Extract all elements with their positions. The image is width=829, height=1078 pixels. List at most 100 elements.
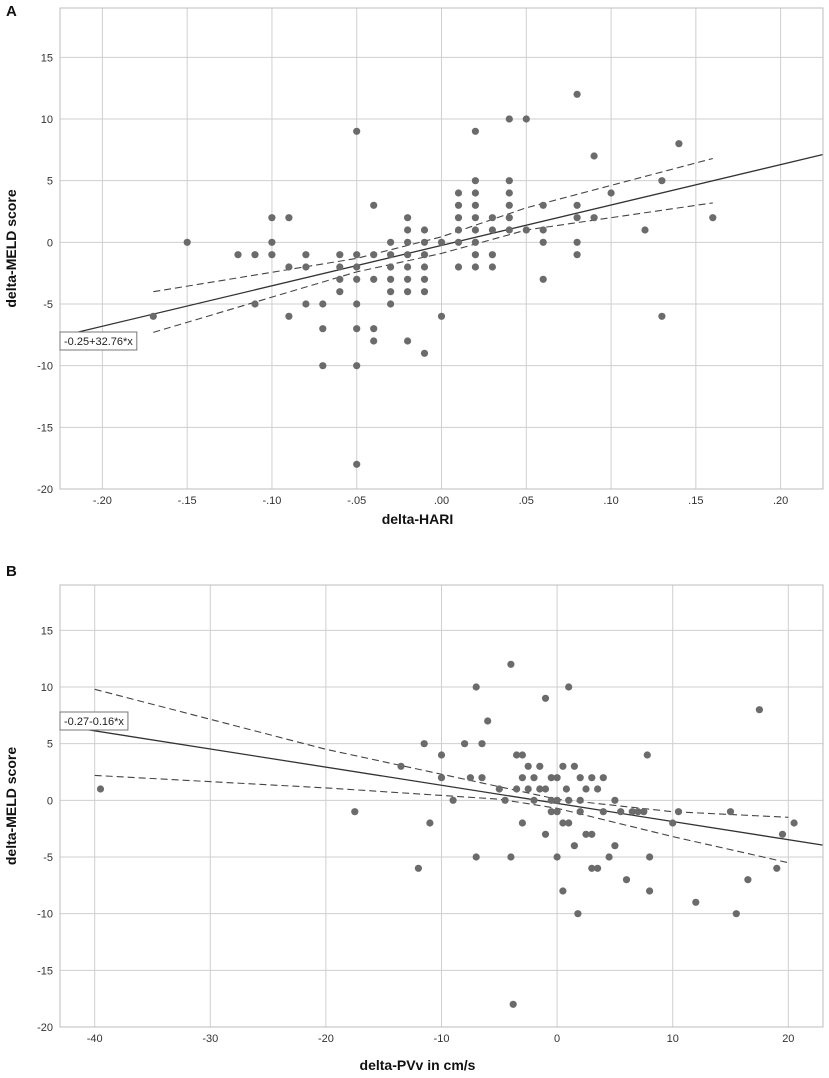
panel-a-x-tick-label-4: .00	[434, 495, 449, 507]
panel-b-x-tick-label-1: -30	[202, 1033, 218, 1045]
panel-a-data-point-43	[404, 251, 412, 259]
panel-a-ci-lower	[153, 202, 713, 333]
panel-b-data-point-12	[472, 853, 480, 861]
panel-a-data-point-15	[319, 325, 327, 333]
panel-a-data-point-28	[353, 460, 361, 468]
panel-a-data-point-71	[471, 263, 479, 271]
panel-a-data-point-100	[709, 214, 717, 222]
panel-a-y-tick-label-3: -5	[43, 299, 53, 311]
panel-a-data-point-50	[420, 251, 429, 259]
panel-b-x-tick-label-4: 0	[554, 1033, 560, 1045]
panel-b-data-point-5	[426, 819, 434, 827]
panel-b-gridlines	[60, 585, 823, 1028]
panel-b-data-point-67	[617, 808, 625, 816]
panel-b-data-point-71	[640, 808, 648, 816]
panel-a-x-axis-title: delta-HARI	[382, 511, 454, 527]
panel-b-data-point-39	[553, 853, 561, 861]
panel-b-data-point-60	[594, 864, 602, 872]
panel-a-data-point-22	[353, 251, 361, 259]
panel-b-y-tick-label-7: 15	[41, 625, 53, 637]
panel-a-data-point-70	[471, 251, 479, 259]
panel-a-data-point-81	[505, 226, 513, 234]
panel-a-x-tick-label-1: -.15	[178, 495, 197, 507]
panel-a-y-tick-label-0: -20	[37, 484, 53, 496]
panel-b-data-point-24	[518, 774, 527, 782]
panel-a-x-tick-label-6: .10	[603, 495, 618, 507]
panel-a-y-tick-label-7: 15	[41, 52, 53, 64]
panel-a-data-point-88	[573, 90, 581, 98]
panel-a-data-point-1	[183, 238, 191, 246]
panel-b-x-tick-label-6: 20	[782, 1033, 794, 1045]
panel-b-data-point-1	[351, 808, 359, 816]
panel-a-data-point-85	[539, 226, 547, 234]
panel-a-data-point-42	[404, 238, 412, 246]
panel-a: A -.20 -.15 -.10 -.05 .00 .05 .10 .15 .20 -20 -15…	[3, 3, 824, 527]
panel-a-data-point-86	[539, 238, 547, 246]
panel-a-x-tick-label-0: -.20	[93, 495, 112, 507]
panel-b-data-point-78	[726, 808, 735, 816]
panel-a-y-tick-label-4: 0	[47, 237, 53, 249]
panel-b-confidence-bands	[94, 688, 789, 864]
panel-b-data-point-55	[582, 785, 590, 793]
panel-a-data-point-45	[404, 275, 412, 283]
panel-a-data-point-66	[471, 201, 479, 209]
panel-a-y-axis-title: delta-MELD score	[3, 189, 19, 307]
panel-a-data-point-13	[302, 300, 310, 308]
panel-a-data-point-14	[319, 300, 327, 308]
panel-a-data-point-24	[353, 275, 361, 283]
panel-b-data-point-69	[628, 808, 636, 816]
panel-a-x-tick-label-7: .15	[688, 495, 703, 507]
panel-b-data-point-81	[755, 706, 764, 714]
panel-b-y-tick-label-2: -10	[37, 909, 53, 921]
panel-a-data-point-0	[149, 312, 157, 320]
panel-a-data-point-25	[353, 300, 361, 308]
panel-a-data-point-12	[302, 263, 310, 271]
panel-a-data-point-48	[420, 226, 429, 234]
panel-b-ci-lower	[94, 774, 789, 864]
panel-a-data-point-49	[420, 238, 429, 246]
panel-a-data-point-23	[353, 263, 361, 271]
panel-a-data-point-46	[404, 288, 412, 296]
panel-b-data-point-44	[559, 819, 567, 827]
panel-b-x-tick-label-5: 10	[667, 1033, 679, 1045]
panel-b-data-point-45	[562, 785, 571, 793]
panel-a-data-point-55	[437, 238, 446, 246]
panel-b-data-point-65	[611, 796, 619, 804]
panel-b-data-point-62	[599, 774, 607, 782]
panel-b-data-point-84	[790, 819, 798, 827]
panel-b-y-tick-labels: -20 -15 -10 -5 0 5 10 15	[37, 625, 53, 1034]
panel-b-points	[96, 660, 798, 1008]
panel-a-data-point-80	[505, 214, 513, 222]
panel-b-data-point-75	[669, 819, 677, 827]
panel-a-data-point-38	[387, 288, 395, 296]
panel-b-data-point-20	[509, 1000, 517, 1008]
panel-b-data-point-40	[553, 796, 561, 804]
panel-a-data-point-33	[370, 337, 378, 345]
panel-b-x-tick-label-3: -10	[434, 1033, 450, 1045]
panel-b-data-point-63	[599, 808, 607, 816]
panel-a-fit-equation: -0.25+32.76*x	[59, 331, 138, 351]
panel-b-data-point-2	[397, 762, 405, 770]
panel-a-data-point-75	[488, 263, 496, 271]
panel-a-data-point-74	[488, 251, 496, 259]
panel-b-data-point-72	[643, 751, 651, 759]
panel-b-data-point-68	[622, 876, 631, 884]
panel-a-data-point-5	[268, 214, 276, 222]
panel-a-data-point-76	[505, 115, 513, 123]
panel-b-data-point-14	[478, 740, 486, 748]
panel-b-data-point-28	[530, 774, 538, 782]
panel-a-data-point-58	[454, 201, 463, 209]
panel-a-data-point-6	[268, 238, 276, 246]
panel-b-data-point-43	[559, 762, 567, 770]
panel-b-y-axis-title: delta-MELD score	[3, 747, 19, 865]
panel-a-gridlines	[60, 8, 823, 490]
panel-b-data-point-54	[576, 796, 584, 804]
panel-a-data-point-3	[251, 251, 259, 259]
panel-b-letter: B	[6, 563, 17, 580]
panel-a-data-point-35	[387, 251, 395, 259]
panel-a-data-point-95	[607, 189, 615, 197]
panel-a-data-point-62	[454, 263, 463, 271]
panel-b-data-point-18	[507, 660, 515, 668]
panel-a-data-point-59	[454, 214, 463, 222]
panel-b-y-tick-label-5: 5	[47, 739, 53, 751]
